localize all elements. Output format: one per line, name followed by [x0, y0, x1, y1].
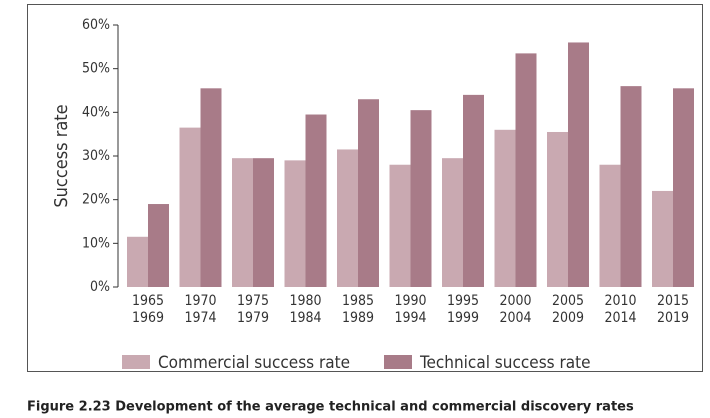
frame: [27, 4, 703, 372]
bar: [127, 236, 148, 287]
x-tick-label: 1980: [289, 293, 321, 309]
bar: [358, 99, 379, 287]
x-tick-label: 1994: [394, 310, 426, 326]
legend-swatch: [122, 355, 150, 369]
x-tick-label: 1989: [342, 310, 374, 326]
x-tick-label: 1990: [394, 293, 426, 309]
x-tick-label: 2014: [604, 310, 636, 326]
x-tick-label: 1979: [237, 310, 269, 326]
bar: [179, 127, 201, 287]
x-tick-label: 1995: [447, 293, 479, 309]
x-tick-label: 2009: [552, 310, 584, 326]
bar: [200, 88, 222, 287]
bar: [515, 53, 537, 288]
y-tick-label: 10%: [82, 235, 110, 251]
x-tick-label: 1965: [132, 293, 164, 309]
y-tick-label: 60%: [82, 17, 110, 33]
bar: [305, 114, 327, 288]
bar: [599, 164, 621, 287]
x-tick-label: 1969: [132, 310, 164, 326]
legend-swatch: [384, 355, 412, 369]
bar: [442, 158, 463, 287]
x-tick-label: 2005: [552, 293, 584, 309]
bar: [410, 110, 432, 288]
bar: [284, 160, 306, 287]
bar: [568, 42, 589, 287]
y-tick-label: 20%: [82, 192, 110, 208]
y-tick-label: 30%: [82, 148, 110, 164]
bar: [494, 129, 516, 287]
bar: [232, 158, 253, 287]
y-axis-label: Success rate: [51, 104, 72, 207]
bar: [148, 204, 169, 287]
y-tick-label: 0%: [90, 279, 110, 295]
y-tick-label: 40%: [82, 104, 110, 120]
x-tick-label: 2010: [604, 293, 636, 309]
y-tick-label: 50%: [82, 61, 110, 77]
bar: [547, 131, 568, 287]
x-tick-label: 2000: [499, 293, 531, 309]
x-tick-label: 1984: [289, 310, 321, 326]
caption: Figure 2.23 Development of the average t…: [27, 400, 634, 415]
bar: [673, 88, 694, 287]
bar: [389, 164, 411, 287]
x-tick-label: 1999: [447, 310, 479, 326]
bar: [620, 86, 642, 287]
bar: [463, 94, 484, 287]
x-tick-label: 1974: [184, 310, 216, 326]
x-tick-label: 2004: [499, 310, 531, 326]
x-tick-label: 1970: [184, 293, 216, 309]
legend-label: Technical success rate: [419, 353, 591, 373]
x-tick-label: 2015: [657, 293, 689, 309]
bar: [337, 149, 358, 287]
x-tick-label: 2019: [657, 310, 689, 326]
x-tick-label: 1975: [237, 293, 269, 309]
x-tick-label: 1985: [342, 293, 374, 309]
legend-label: Commercial success rate: [158, 353, 350, 373]
bar: [652, 190, 673, 287]
bar: [253, 158, 274, 287]
